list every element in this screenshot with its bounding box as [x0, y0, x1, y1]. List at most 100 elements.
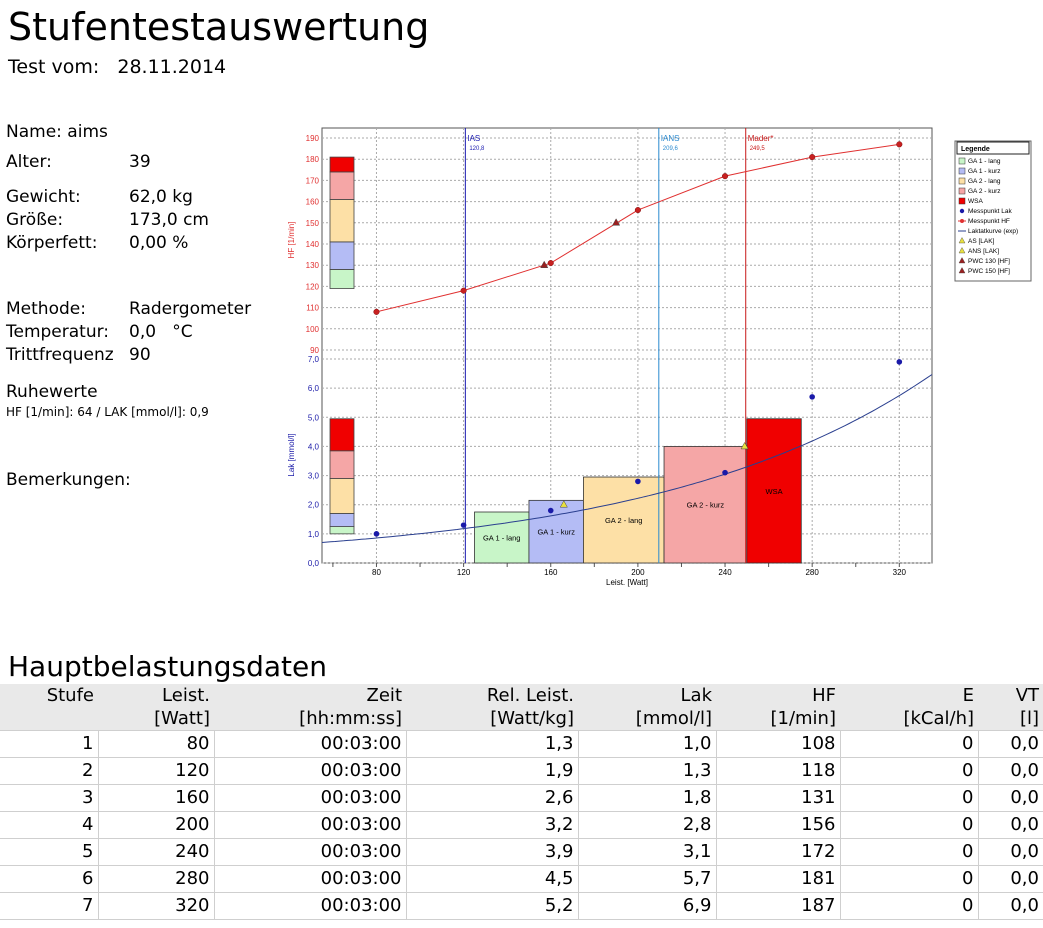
table-cell: 172 — [716, 838, 841, 866]
table-cell: 1 — [0, 730, 99, 758]
table-cell: 2,6 — [406, 784, 579, 812]
legend-swatch — [958, 197, 966, 205]
hf-tick-label: 160 — [306, 198, 320, 207]
hf-axis-label: HF [1/min] — [287, 222, 296, 259]
cadence-label: Trittfrequenz — [6, 345, 114, 365]
rest-values-label: Ruhewerte — [6, 382, 98, 402]
marker-triangle — [559, 500, 568, 508]
legend-entry-label: GA 2 - lang — [968, 178, 1001, 185]
column-header: E [kCal/h] — [840, 684, 978, 731]
legend-swatch — [958, 247, 966, 254]
legend-entry-label: GA 1 - kurz — [968, 168, 1001, 175]
table-cell: 1,8 — [578, 784, 717, 812]
table-cell: 108 — [716, 730, 841, 758]
legend-entry-label: WSA — [968, 198, 983, 205]
section-title: Hauptbelastungsdaten — [8, 650, 327, 683]
table-cell: 00:03:00 — [214, 811, 407, 839]
legend-title: Legende — [961, 146, 990, 153]
legend-title-box — [956, 141, 1030, 155]
table-cell: 0,0 — [978, 757, 1043, 785]
table-cell: 1,0 — [578, 730, 717, 758]
x-tick-label: 280 — [805, 568, 819, 577]
threshold-name: Mader* — [748, 134, 774, 143]
table-row: 6 280 00:03:00 4,5 5,7 181 0 0,0 — [0, 865, 1043, 893]
column-header: VT [l] — [978, 684, 1043, 731]
temperature-label: Temperatur: — [6, 322, 110, 342]
table-cell: 120 — [98, 757, 215, 785]
hf-zone-bar-segment — [329, 156, 355, 173]
table-cell: 131 — [716, 784, 841, 812]
hf-point — [373, 308, 380, 315]
lak-point — [722, 469, 728, 476]
table-header-row: Stufe Leist. [Watt] Zeit [hh:mm:ss] Rel. Lei… — [0, 684, 1043, 731]
lak-axis-label: Lak [mmol/l] — [287, 433, 296, 476]
legend-swatch — [958, 187, 966, 195]
cadence-value: 90 — [129, 345, 151, 365]
legend-entry-label: PWC 130 [HF] — [968, 258, 1010, 265]
test-date-value: 28.11.2014 — [117, 56, 227, 78]
table-cell: 320 — [98, 892, 215, 920]
table-cell: 0 — [840, 892, 979, 920]
table-cell: 4 — [0, 811, 99, 839]
zone-box — [746, 418, 802, 564]
table-cell: 187 — [716, 892, 841, 920]
table-cell: 0 — [840, 730, 979, 758]
table-cell: 1,9 — [406, 757, 579, 785]
threshold-value: 209,6 — [663, 146, 679, 152]
x-tick-label: 120 — [457, 568, 471, 577]
legend-entry-label: PWC 150 [HF] — [968, 268, 1010, 275]
lak-point — [460, 522, 467, 528]
weight-label: Gewicht: — [6, 187, 81, 207]
zone-label: GA 1 - kurz — [537, 528, 575, 537]
hf-tick-label: 150 — [306, 219, 320, 228]
hf-tick-label: 190 — [306, 134, 320, 143]
table-cell: 4,5 — [406, 865, 579, 893]
legend-entry-label: Messpunkt Lak — [968, 208, 1012, 215]
x-tick-label: 240 — [718, 568, 732, 577]
column-header: Rel. Leist. [Watt/kg] — [406, 684, 578, 731]
marker-triangle — [740, 441, 749, 450]
lak-point — [547, 507, 554, 514]
age-label: Alter: — [6, 152, 52, 172]
table-body: 1 80 00:03:00 1,3 1,0 108 0 0,0 2 120 00:03:00 1,9 1… — [0, 730, 1043, 920]
table-row: 3 160 00:03:00 2,6 1,8 131 0 0,0 — [0, 784, 1043, 812]
table-row: 2 120 00:03:00 1,9 1,3 118 0 0,0 — [0, 757, 1043, 785]
lak-tick-label: 1,0 — [308, 530, 320, 539]
table-cell: 0 — [840, 865, 979, 893]
legend-entry-label: Messpunkt HF — [968, 218, 1010, 225]
hf-zone-bar-segment — [329, 199, 355, 243]
table-cell: 00:03:00 — [214, 865, 407, 893]
marker-triangle — [540, 260, 549, 268]
table-cell: 118 — [716, 757, 841, 785]
threshold-name: IANS — [661, 134, 680, 143]
lak-point — [373, 531, 380, 537]
lak-tick-label: 7,0 — [308, 355, 320, 364]
lak-tick-label: 3,0 — [308, 472, 320, 481]
page-title: Stufentestauswertung — [8, 5, 430, 49]
table-cell: 3,9 — [406, 838, 579, 866]
remarks-label: Bemerkungen: — [6, 470, 131, 490]
test-date-line: Test vom: 28.11.2014 — [8, 55, 226, 79]
name-label: Name: aims — [6, 122, 108, 142]
table-cell: 00:03:00 — [214, 892, 407, 920]
column-header: Leist. [Watt] — [98, 684, 214, 731]
x-tick-label: 160 — [544, 568, 558, 577]
table-cell: 6 — [0, 865, 99, 893]
name-value: aims — [67, 122, 108, 142]
x-axis-label: Leist. [Watt] — [606, 578, 648, 587]
table-cell: 5,7 — [578, 865, 717, 893]
table-cell: 160 — [98, 784, 215, 812]
legend-swatch — [960, 219, 964, 223]
table-cell: 6,9 — [578, 892, 717, 920]
legend-entry-label: GA 2 - kurz — [968, 188, 1001, 195]
weight-value: 62,0 kg — [129, 187, 193, 207]
x-tick-label: 80 — [372, 568, 381, 577]
table-cell: 5,2 — [406, 892, 579, 920]
hf-tick-label: 100 — [306, 325, 320, 334]
hf-tick-label: 110 — [306, 304, 319, 313]
lak-zone-bar-segment — [329, 478, 355, 514]
hf-point — [547, 260, 554, 267]
performance-chart: 90 100 110 120 130 140 150 160 170 180 190 0,0 1,0 2,… — [287, 127, 1032, 587]
table-cell: 2,8 — [578, 811, 717, 839]
table-cell: 0 — [840, 838, 979, 866]
